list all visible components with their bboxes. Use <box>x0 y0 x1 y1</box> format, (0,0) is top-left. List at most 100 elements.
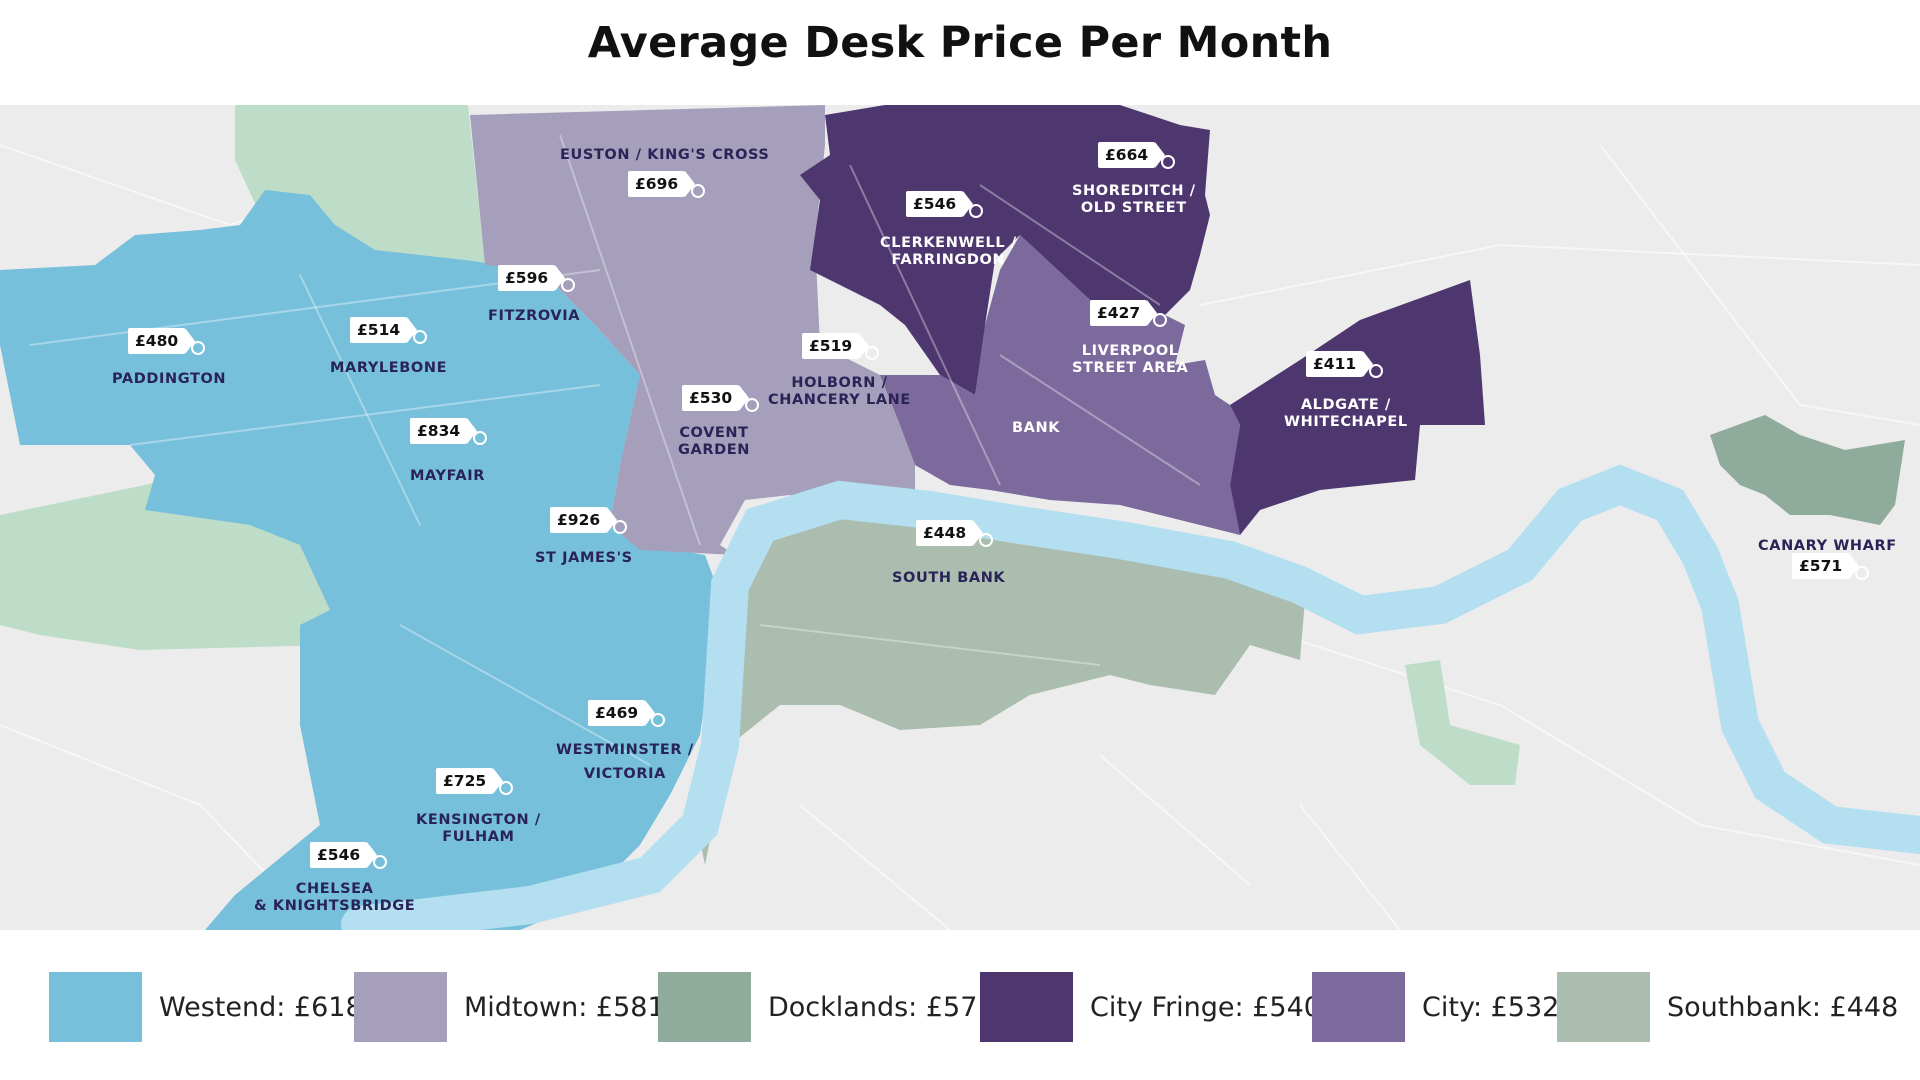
tag-ring-icon <box>499 781 514 795</box>
label-covent-line1: COVENT <box>679 425 749 441</box>
price-tag-covent: £530 <box>682 385 760 412</box>
tag-ring-icon <box>191 341 206 355</box>
legend-swatch-docklands <box>658 972 751 1042</box>
tag-ring-icon <box>651 713 666 727</box>
label-canary-wharf: CANARY WHARF <box>1758 538 1897 555</box>
label-bank: BANK <box>1012 420 1060 437</box>
label-euston-line: EUSTON / KING'S CROSS <box>560 147 770 163</box>
label-marylebone: MARYLEBONE <box>330 360 447 377</box>
map-canvas <box>0 105 1920 930</box>
label-holborn: HOLBORN / CHANCERY LANE <box>768 375 911 409</box>
label-st-james: ST JAMES'S <box>535 550 633 567</box>
price-tag-southbank: £448 <box>916 520 994 547</box>
label-fitzrovia: FITZROVIA <box>488 308 580 325</box>
legend-label-city-fringe: City Fringe: £540 <box>1090 991 1321 1023</box>
label-aldgate: ALDGATE / WHITECHAPEL <box>1284 397 1408 431</box>
east-park <box>1405 660 1520 785</box>
legend-label-city: City: £532 <box>1422 991 1560 1023</box>
price-paddington: £480 <box>128 328 186 354</box>
label-clerkenwell: CLERKENWELL / FARRINGDON <box>880 235 1017 269</box>
label-liverpool-line1: LIVERPOOL <box>1081 343 1179 359</box>
label-paddington: PADDINGTON <box>112 371 226 388</box>
tag-ring-icon <box>979 533 994 547</box>
label-chelsea: CHELSEA & KNIGHTSBRIDGE <box>254 881 415 915</box>
price-tag-holborn: £519 <box>802 333 880 360</box>
legend-label-docklands: Docklands: £571 <box>768 991 995 1023</box>
price-chelsea: £546 <box>310 842 368 868</box>
tag-ring-icon <box>745 398 760 412</box>
label-euston: EUSTON / KING'S CROSS <box>560 147 769 164</box>
label-aldgate-line2: WHITECHAPEL <box>1284 414 1408 430</box>
label-westminster-line1: WESTMINSTER / <box>556 742 694 758</box>
price-kensington: £725 <box>436 768 494 794</box>
region-southbank <box>695 505 1305 865</box>
tag-ring-icon <box>413 330 428 344</box>
legend-item-docklands: Docklands: £571 <box>658 972 995 1042</box>
region-city <box>880 235 1240 535</box>
label-westminster: WESTMINSTER / VICTORIA <box>556 742 694 783</box>
price-canary: £571 <box>1792 553 1850 579</box>
price-covent: £530 <box>682 385 740 411</box>
label-mayfair: MAYFAIR <box>410 468 485 485</box>
price-westminster: £469 <box>588 700 646 726</box>
price-tag-liverpool: £427 <box>1090 300 1168 327</box>
price-tag-shoreditch: £664 <box>1098 142 1176 169</box>
tag-ring-icon <box>613 520 628 534</box>
legend-item-midtown: Midtown: £581 <box>354 972 665 1042</box>
tag-ring-icon <box>691 184 706 198</box>
label-clerkenwell-line1: CLERKENWELL / <box>880 235 1017 251</box>
label-clerkenwell-line2: FARRINGDON <box>891 252 1006 268</box>
label-shoreditch: SHOREDITCH / OLD STREET <box>1072 183 1196 217</box>
tag-ring-icon <box>1153 313 1168 327</box>
price-stjames: £926 <box>550 507 608 533</box>
price-tag-stjames: £926 <box>550 507 628 534</box>
region-westend <box>0 190 720 930</box>
label-chelsea-line1: CHELSEA <box>295 881 374 897</box>
price-mayfair: £834 <box>410 418 468 444</box>
legend-swatch-southbank <box>1557 972 1650 1042</box>
legend-item-city: City: £532 <box>1312 972 1559 1042</box>
label-covent-garden: COVENT GARDEN <box>678 425 750 459</box>
label-liverpool-line2: STREET AREA <box>1072 360 1189 376</box>
label-south-bank-line: SOUTH BANK <box>892 570 1006 586</box>
legend-item-southbank: Southbank: £448 <box>1557 972 1898 1042</box>
legend-label-westend: Westend: £618 <box>159 991 363 1023</box>
label-south-bank: SOUTH BANK <box>892 570 1005 587</box>
label-shoreditch-line1: SHOREDITCH / <box>1072 183 1196 199</box>
legend: Westend: £618 Midtown: £581 Docklands: £… <box>0 972 1920 1042</box>
tag-ring-icon <box>561 278 576 292</box>
price-tag-paddington: £480 <box>128 328 206 355</box>
price-tag-canary: £571 <box>1792 553 1870 580</box>
price-clerkenwell: £546 <box>906 191 964 217</box>
tag-ring-icon <box>1369 364 1384 378</box>
price-southbank: £448 <box>916 520 974 546</box>
label-mayfair-line: MAYFAIR <box>410 468 485 484</box>
region-city-fringe-east <box>1230 280 1485 535</box>
legend-swatch-westend <box>49 972 142 1042</box>
label-holborn-line1: HOLBORN / <box>791 375 888 391</box>
legend-label-southbank: Southbank: £448 <box>1667 991 1899 1023</box>
label-aldgate-line1: ALDGATE / <box>1300 397 1391 413</box>
price-tag-chelsea: £546 <box>310 842 388 869</box>
price-shoreditch: £664 <box>1098 142 1156 168</box>
river-thames <box>341 464 1920 930</box>
label-bank-line: BANK <box>1012 420 1061 436</box>
price-holborn: £519 <box>802 333 860 359</box>
label-shoreditch-line2: OLD STREET <box>1080 200 1187 216</box>
price-tag-aldgate: £411 <box>1306 351 1384 378</box>
price-tag-euston: £696 <box>628 171 706 198</box>
map-title: Average Desk Price Per Month <box>587 18 1333 68</box>
label-st-james-line: ST JAMES'S <box>535 550 633 566</box>
price-tag-kensington: £725 <box>436 768 514 795</box>
region-city-fringe-north <box>800 105 1210 395</box>
label-kensington: KENSINGTON / FULHAM <box>416 812 541 846</box>
legend-label-midtown: Midtown: £581 <box>464 991 665 1023</box>
legend-swatch-midtown <box>354 972 447 1042</box>
price-marylebone: £514 <box>350 317 408 343</box>
price-tag-westminster: £469 <box>588 700 666 727</box>
tag-ring-icon <box>969 204 984 218</box>
region-docklands <box>1710 415 1905 525</box>
label-chelsea-line2: & KNIGHTSBRIDGE <box>254 898 416 914</box>
label-marylebone-line: MARYLEBONE <box>330 360 448 376</box>
label-covent-line2: GARDEN <box>678 442 750 458</box>
